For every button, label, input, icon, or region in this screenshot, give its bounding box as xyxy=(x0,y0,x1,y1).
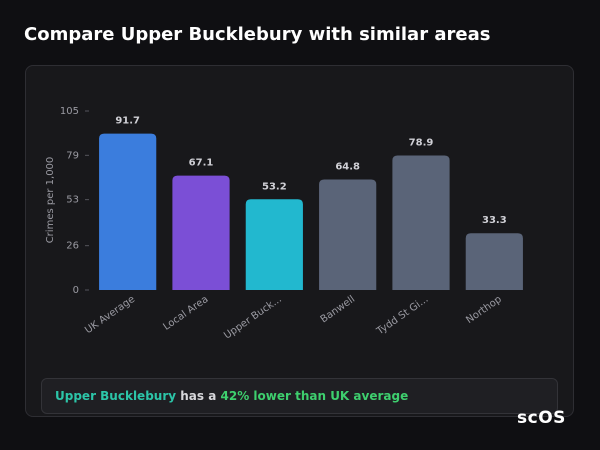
x-tick-label: Banwell xyxy=(319,294,357,326)
value-label: 91.7 xyxy=(115,116,140,127)
summary-text: has a xyxy=(180,389,217,403)
bar xyxy=(319,179,377,290)
y-axis-label: Crimes per 1,000 xyxy=(45,157,56,244)
summary-area: Upper Bucklebury xyxy=(55,389,177,403)
x-tick-label: Tydd St Gi... xyxy=(374,294,430,338)
y-tick-label: 0 xyxy=(73,285,79,296)
x-tick-label: Northop xyxy=(464,294,503,326)
value-label: 78.9 xyxy=(409,137,434,148)
summary-box: Upper Bucklebury has a 42% lower than UK… xyxy=(41,378,558,414)
value-label: 53.2 xyxy=(262,181,287,192)
summary-highlight: 42% lower than UK average xyxy=(220,389,409,403)
x-tick-label: UK Average xyxy=(83,294,137,336)
page-title: Compare Upper Bucklebury with similar ar… xyxy=(24,24,491,45)
y-tick-label: 79 xyxy=(66,150,79,161)
y-tick-label: 53 xyxy=(66,195,79,206)
value-label: 67.1 xyxy=(189,158,214,169)
x-tick-label: Upper Buck... xyxy=(222,294,284,342)
value-label: 64.8 xyxy=(335,162,360,173)
x-tick-label: Local Area xyxy=(161,294,210,333)
bar xyxy=(245,199,303,290)
y-tick-label: 26 xyxy=(66,241,79,252)
bar xyxy=(99,133,157,290)
bar xyxy=(172,175,230,290)
logo: scOS xyxy=(517,408,566,428)
bar xyxy=(392,155,450,290)
bar xyxy=(465,233,523,290)
y-tick-label: 105 xyxy=(60,106,79,117)
value-label: 33.3 xyxy=(482,215,507,226)
